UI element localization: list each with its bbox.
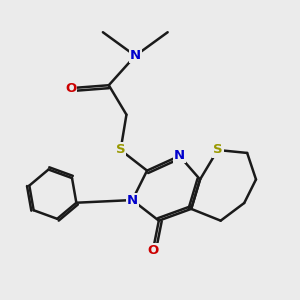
- Text: N: N: [127, 194, 138, 207]
- Text: S: S: [213, 143, 223, 157]
- Text: O: O: [147, 244, 159, 256]
- Text: N: N: [174, 149, 185, 162]
- Text: N: N: [130, 49, 141, 62]
- Text: S: S: [116, 143, 125, 157]
- Text: O: O: [65, 82, 76, 95]
